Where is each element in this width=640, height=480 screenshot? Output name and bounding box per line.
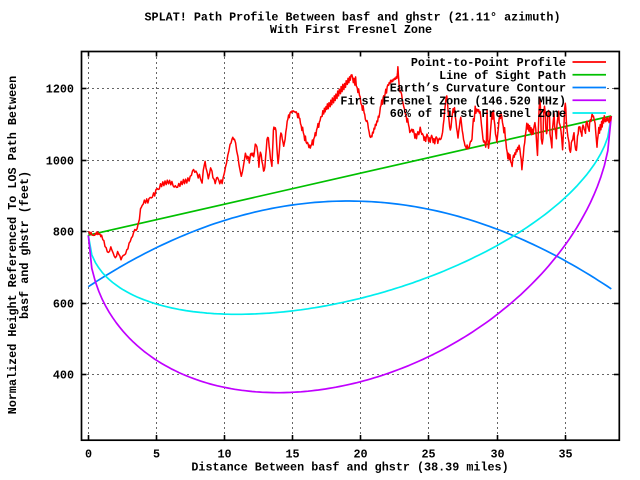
svg-text:30: 30 bbox=[490, 448, 504, 462]
svg-text:20: 20 bbox=[353, 448, 367, 462]
svg-text:25: 25 bbox=[421, 448, 435, 462]
svg-text:800: 800 bbox=[53, 226, 74, 240]
svg-text:First Fresnel Zone (146.520 MH: First Fresnel Zone (146.520 MHz) bbox=[340, 94, 566, 108]
svg-text:0: 0 bbox=[85, 448, 92, 462]
svg-text:15: 15 bbox=[285, 448, 299, 462]
svg-text:1200: 1200 bbox=[46, 83, 74, 97]
svg-text:600: 600 bbox=[53, 298, 74, 312]
svg-text:Earth’s Curvature Contour: Earth’s Curvature Contour bbox=[390, 82, 566, 96]
svg-text:5: 5 bbox=[153, 448, 160, 462]
svg-text:SPLAT! Path Profile Between ba: SPLAT! Path Profile Between basf and ghs… bbox=[144, 10, 560, 24]
svg-text:basf and ghstr (feet): basf and ghstr (feet) bbox=[18, 171, 32, 319]
svg-text:1000: 1000 bbox=[46, 155, 74, 169]
svg-text:10: 10 bbox=[217, 448, 231, 462]
svg-text:Line of Sight Path: Line of Sight Path bbox=[439, 69, 566, 83]
svg-text:60% of First Fresnel Zone: 60% of First Fresnel Zone bbox=[390, 107, 566, 121]
svg-text:With First Fresnel Zone: With First Fresnel Zone bbox=[270, 23, 432, 37]
svg-text:Normalized Height Referenced T: Normalized Height Referenced To LOS Path… bbox=[6, 76, 20, 414]
svg-text:400: 400 bbox=[53, 369, 74, 383]
svg-text:Distance Between basf and ghst: Distance Between basf and ghstr (38.39 m… bbox=[191, 461, 508, 475]
svg-text:35: 35 bbox=[558, 448, 572, 462]
svg-text:Point-to-Point Profile: Point-to-Point Profile bbox=[411, 56, 566, 70]
